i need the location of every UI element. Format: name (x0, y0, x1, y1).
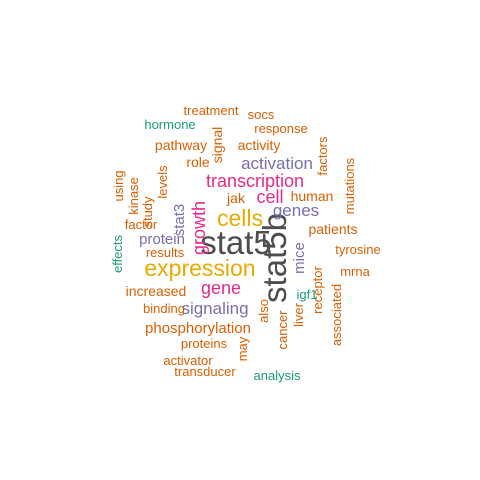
word-stat3: stat3 (171, 204, 188, 237)
word-gene: gene (201, 278, 241, 298)
word-tyrosine: tyrosine (335, 242, 381, 257)
word-may: may (235, 336, 250, 361)
word-stat5: stat5 (200, 224, 272, 261)
word-transcription: transcription (206, 171, 304, 191)
word-increased: increased (126, 283, 187, 299)
word-cell: cell (256, 187, 283, 207)
word-activation: activation (241, 154, 313, 173)
word-results: results (146, 245, 185, 260)
word-cells: cells (217, 205, 263, 231)
word-using: using (111, 170, 126, 201)
word-signaling: signaling (181, 299, 248, 318)
word-phosphorylation: phosphorylation (145, 320, 251, 337)
word-growth: growth (189, 201, 209, 255)
word-proteins: proteins (181, 336, 228, 351)
word-mutations: mutations (342, 157, 357, 214)
word-stat5b: stat5b (256, 213, 293, 303)
word-receptor: receptor (310, 265, 325, 313)
word-study: study (140, 196, 155, 228)
word-mrna: mrna (340, 264, 370, 279)
word-human: human (291, 188, 334, 204)
word-analysis: analysis (254, 368, 301, 383)
word-kinase: kinase (126, 177, 141, 215)
word-effects: effects (110, 234, 125, 273)
word-binding: binding (143, 301, 185, 316)
word-levels: levels (155, 165, 170, 199)
word-pathway: pathway (155, 137, 207, 153)
word-mice: mice (291, 242, 308, 274)
word-factor: factor (125, 217, 158, 232)
word-expression: expression (144, 255, 255, 281)
word-protein: protein (139, 231, 185, 248)
word-response: response (254, 121, 307, 136)
word-patients: patients (308, 221, 357, 237)
word-igf1: igf1 (297, 287, 318, 302)
word-genes: genes (273, 201, 319, 220)
word-jak: jak (226, 190, 246, 206)
word-transducer: transducer (174, 364, 236, 379)
word-associated: associated (329, 284, 344, 346)
word-hormone: hormone (144, 117, 195, 132)
word-factors: factors (315, 136, 330, 176)
word-activity: activity (238, 137, 281, 153)
word-treatment: treatment (184, 103, 239, 118)
word-also: also (256, 299, 271, 323)
word-socs: socs (248, 107, 275, 122)
word-activator: activator (163, 353, 213, 368)
word-liver: liver (291, 302, 306, 327)
word-role: role (186, 154, 210, 170)
word-cancer: cancer (275, 310, 290, 350)
word-signal: signal (209, 127, 225, 164)
